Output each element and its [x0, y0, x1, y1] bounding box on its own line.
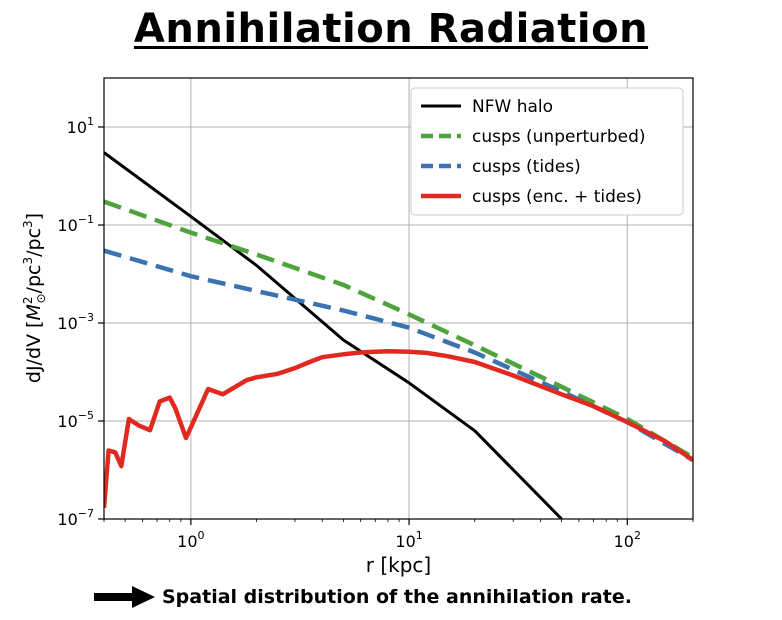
- y-axis-label: dJ/dV [M2⊙/pc3/pc3]: [21, 213, 48, 383]
- y-axis-label-suffix: ]: [23, 213, 45, 220]
- y-axis-label-prefix: dJ/dV [: [23, 321, 45, 384]
- legend-box: [410, 87, 684, 216]
- right-arrow-icon: [94, 586, 155, 608]
- slide-title: Annihilation Radiation: [133, 6, 649, 52]
- axis-ticks: 100 101 102 10−7 10−5 10−3 10−1 101: [57, 115, 694, 551]
- y-tick-label: 10−1: [57, 213, 94, 235]
- caption-text: Spatial distribution of the annihilation…: [162, 586, 632, 608]
- series-line-1: [104, 199, 693, 460]
- svg-text:dJ/dV [M2⊙/pc3/pc3]: dJ/dV [M2⊙/pc3/pc3]: [21, 213, 48, 383]
- legend-label-1: cusps (unperturbed): [472, 127, 646, 147]
- x-tick-label: 102: [614, 529, 641, 551]
- legend-label-3: cusps (enc. + tides): [472, 187, 642, 207]
- series-layer: [104, 151, 693, 519]
- series-line-3: [104, 349, 693, 508]
- x-tick-label: 100: [177, 529, 204, 551]
- legend: NFW halo cusps (unperturbed) cusps (tides)…: [410, 87, 684, 216]
- y-tick-label: 101: [67, 115, 94, 137]
- y-tick-label: 10−7: [57, 507, 94, 529]
- x-axis-label: r [kpc]: [366, 553, 431, 577]
- y-tick-label: 10−3: [57, 311, 94, 333]
- x-tick-label: 101: [395, 529, 422, 551]
- legend-label-0: NFW halo: [472, 97, 553, 117]
- plot-frame: [103, 77, 694, 520]
- y-tick-label: 10−5: [57, 409, 94, 431]
- legend-label-2: cusps (tides): [472, 157, 581, 177]
- series-line-0: [104, 151, 563, 519]
- caption: Spatial distribution of the annihilation…: [92, 583, 632, 611]
